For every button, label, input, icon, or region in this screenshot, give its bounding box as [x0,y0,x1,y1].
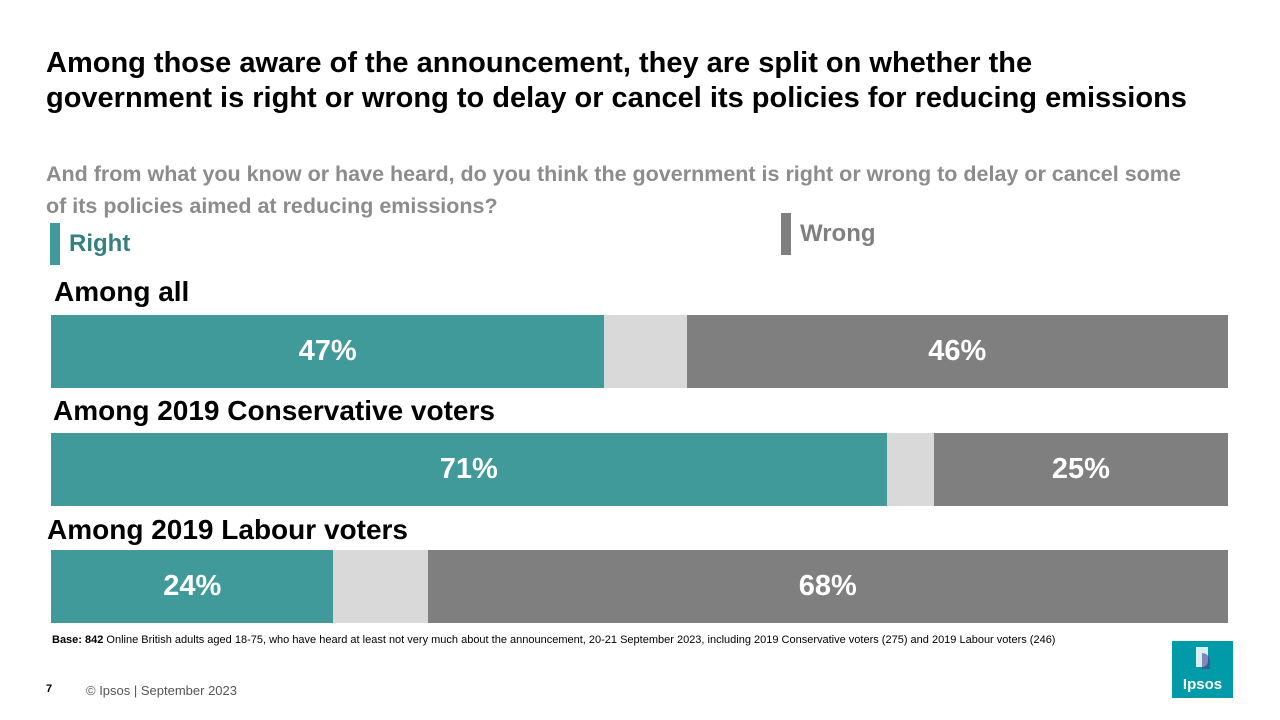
bar-right-labour: 24% [51,550,334,623]
legend-wrong-swatch [781,213,791,255]
group-label-labour: Among 2019 Labour voters [47,514,408,545]
bar-label-wrong-labour: 68% [798,570,857,602]
copyright: © Ipsos | September 2023 [86,683,237,698]
bar-row-conservative: 71% 25% [51,433,1228,506]
bar-label-wrong-all: 46% [928,335,987,367]
logo-figure-icon [1196,647,1210,669]
slide-title: Among those aware of the announcement, t… [46,47,1187,114]
legend-right: Right [50,223,130,265]
legend-wrong-label: Wrong [800,220,876,247]
legend-right-label: Right [69,230,131,257]
legend-wrong: Wrong [781,213,876,255]
base-note: Base: 842 Online British adults aged 18-… [52,634,1055,646]
bar-label-right-all: 47% [298,335,357,367]
group-label-conservative: Among 2019 Conservative voters [53,395,495,426]
logo-text: Ipsos [1182,676,1223,693]
page-number: 7 [46,683,53,695]
base-note-text: Online British adults aged 18-75, who ha… [103,634,1056,646]
legend-right-swatch [50,223,60,265]
bar-row-all: 47% 46% [51,315,1228,388]
bar-label-right-labour: 24% [163,570,222,602]
bar-right-all: 47% [51,315,605,388]
bar-label-right-conservative: 71% [439,453,498,485]
bar-neither-conservative [886,433,934,506]
base-note-bold: Base: 842 [52,634,104,646]
bar-wrong-conservative: 25% [933,433,1228,506]
bar-neither-all [604,315,687,388]
ipsos-logo: Ipsos [1172,641,1233,698]
slide-subtitle: And from what you know or have heard, do… [46,162,1181,218]
bar-wrong-all: 46% [686,315,1228,388]
bar-row-labour: 24% 68% [51,550,1228,623]
bar-right-conservative: 71% [51,433,887,506]
bar-label-wrong-conservative: 25% [1051,453,1110,485]
bar-neither-labour [333,550,428,623]
bar-wrong-labour: 68% [427,550,1228,623]
group-label-all: Among all [54,276,190,307]
